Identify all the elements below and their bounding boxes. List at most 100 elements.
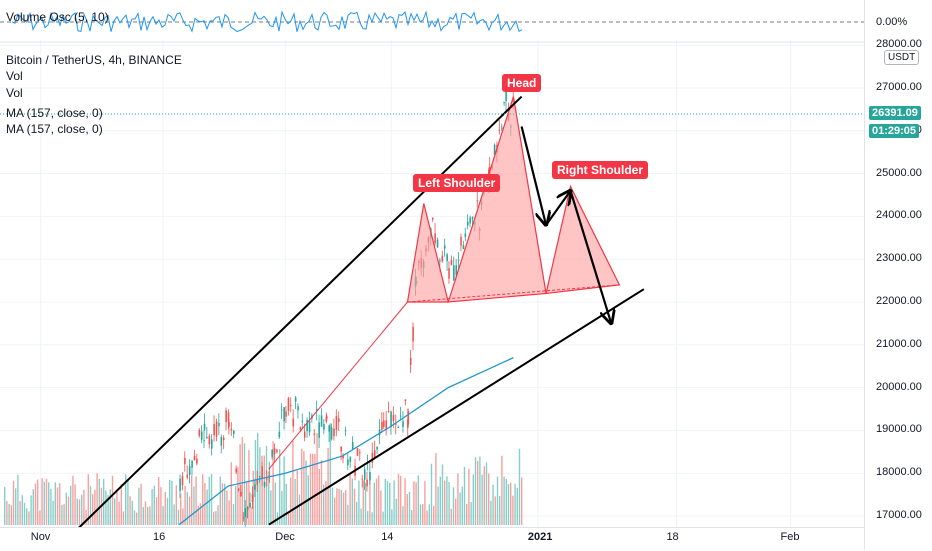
candle-body (466, 221, 469, 226)
candle-body (215, 421, 218, 437)
volume-bar (122, 511, 125, 525)
candle-body (462, 245, 465, 249)
volume-bar (8, 503, 10, 525)
time-axis[interactable] (0, 527, 864, 551)
volume-bar (232, 504, 235, 525)
volume-bar (85, 509, 87, 525)
head-shape (447, 96, 547, 303)
candle-body (457, 259, 460, 261)
volume-bar (151, 489, 153, 525)
volume-bar (160, 487, 162, 525)
candle-body (179, 478, 181, 491)
volume-bar (521, 477, 523, 525)
volume-bar (74, 484, 76, 525)
currency-unit-button[interactable]: USDT (884, 50, 920, 65)
volume-bar (393, 480, 395, 525)
volume-bar (512, 495, 514, 525)
volume-bar (347, 504, 349, 525)
volume-bar (39, 510, 41, 525)
head-label[interactable]: Head (502, 74, 542, 92)
oscillator-legend[interactable]: Volume Osc (5, 10) (6, 10, 109, 24)
volume-bar (463, 466, 466, 525)
candle-body (436, 239, 439, 248)
price-axis[interactable] (864, 0, 932, 550)
volume-bar (470, 501, 472, 525)
volume-bar (472, 474, 474, 525)
volume-bar (186, 492, 188, 525)
volume-bar (474, 457, 477, 525)
left-shoulder-label[interactable]: Left Shoulder (413, 174, 501, 192)
candle-body (246, 507, 249, 510)
candle-body (256, 479, 259, 485)
volume-bar (283, 456, 285, 525)
volume-bar (70, 485, 72, 525)
vol-legend-2[interactable]: Vol (6, 86, 23, 100)
volume-bar (195, 476, 197, 525)
candle-body (503, 102, 505, 104)
volume-bar (87, 474, 89, 525)
volume-bar (184, 485, 186, 525)
volume-bar (28, 511, 30, 525)
volume-bar (230, 462, 232, 525)
volume-bar (466, 504, 468, 525)
volume-bar (404, 478, 406, 525)
volume-bar (237, 466, 239, 525)
volume-bar (180, 493, 182, 525)
volume-bar (301, 448, 303, 525)
volume-bar (120, 484, 122, 525)
volume-bar (43, 481, 45, 525)
candle-body (344, 430, 347, 432)
candle-body (441, 255, 444, 262)
volume-bar (417, 475, 419, 525)
candle-body (303, 431, 306, 438)
volume-bar (415, 482, 417, 525)
volume-bar (239, 444, 241, 525)
volume-bar (349, 474, 351, 525)
volume-bar (254, 439, 257, 525)
volume-bar (54, 482, 56, 525)
candle-body (254, 484, 256, 490)
price-tick-label: 25000.00 (876, 166, 922, 179)
volume-bar (371, 512, 373, 525)
time-tick-label: Feb (780, 531, 800, 543)
vol-legend-1[interactable]: Vol (6, 69, 23, 83)
volume-bar (37, 479, 39, 525)
candle-body (335, 416, 338, 430)
neckline (407, 284, 620, 303)
candle-body (249, 503, 251, 508)
volume-bar (334, 497, 336, 525)
volume-bar (391, 509, 393, 525)
volume-bar (34, 483, 37, 525)
volume-bar (133, 510, 136, 525)
candle-body (206, 437, 208, 439)
symbol-legend[interactable]: Bitcoin / TetherUS, 4h, BINANCE (6, 53, 182, 67)
right-shoulder-label[interactable]: Right Shoulder (552, 161, 648, 179)
candle-body (392, 414, 395, 421)
candle-body (203, 423, 206, 430)
volume-bar (158, 477, 160, 525)
candle-body (363, 469, 366, 480)
volume-bar (103, 478, 105, 525)
volume-bar (433, 505, 435, 525)
candle-body (366, 479, 368, 487)
volume-bar (507, 484, 510, 525)
volume-bar (305, 460, 307, 525)
volume-bar (309, 453, 312, 525)
volume-bar (6, 501, 8, 525)
trendline-1 (72, 95, 523, 534)
volume-bar (479, 456, 481, 525)
candle-body (222, 437, 225, 441)
candle-body (455, 265, 458, 275)
candle-body (280, 409, 283, 411)
ma-legend-2[interactable]: MA (157, close, 0) (6, 122, 103, 136)
candle-body (287, 398, 290, 411)
volume-bar (457, 473, 459, 525)
ma-legend-1[interactable]: MA (157, close, 0) (6, 106, 103, 120)
projection-arrow-2 (545, 191, 570, 226)
volume-bar (428, 504, 430, 525)
projection-arrow-3 (569, 190, 612, 324)
candle-body (225, 410, 227, 423)
volume-bar (281, 490, 283, 525)
